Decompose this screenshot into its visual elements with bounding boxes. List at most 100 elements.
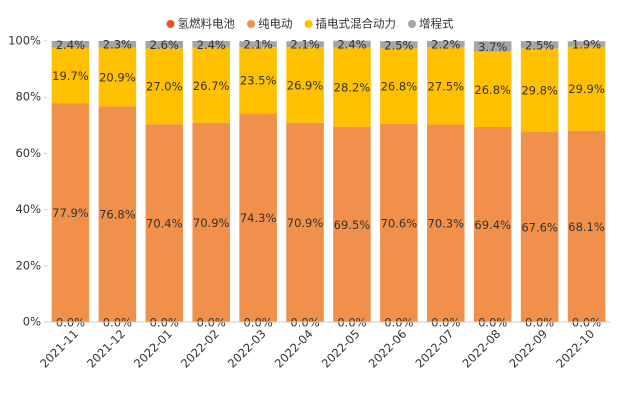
bar-segment xyxy=(98,106,137,322)
data-label: 77.9% xyxy=(52,206,89,220)
bar-segment xyxy=(380,41,418,49)
y-tick-label: 100% xyxy=(8,34,41,48)
data-label: 70.9% xyxy=(287,216,324,230)
legend: 氢燃料电池 纯电动 插电式混合动力 增程式 xyxy=(166,17,454,31)
data-label: 69.5% xyxy=(334,218,371,232)
x-tick-label: 2021-12 xyxy=(84,327,128,371)
bar-segment xyxy=(192,122,230,322)
bar-segment xyxy=(427,41,465,48)
data-label: 23.5% xyxy=(240,74,277,88)
legend-label: 纯电动 xyxy=(258,17,293,31)
bar-segment xyxy=(286,47,324,123)
bar-segment xyxy=(286,41,324,48)
x-tick-label: 2022-03 xyxy=(225,327,269,371)
x-tick-label: 2021-11 xyxy=(37,327,81,371)
data-label: 67.6% xyxy=(521,221,558,235)
data-label: 70.6% xyxy=(381,216,418,230)
data-label: 26.8% xyxy=(474,83,511,97)
data-label: 70.4% xyxy=(146,217,183,231)
data-label: 2.4% xyxy=(337,38,366,52)
x-tick-label: 2022-04 xyxy=(272,327,316,371)
data-label: 70.3% xyxy=(428,217,465,231)
data-label: 26.9% xyxy=(287,78,324,92)
data-label: 2.2% xyxy=(431,38,460,52)
bar-segment xyxy=(98,47,137,107)
y-tick-label: 60% xyxy=(15,146,41,160)
bar-segment xyxy=(473,126,512,323)
data-label: 69.4% xyxy=(474,218,511,232)
legend-marker xyxy=(408,20,416,28)
bar-segment xyxy=(567,46,606,131)
legend-marker xyxy=(247,20,255,28)
bar-segment xyxy=(520,48,559,133)
data-label: 27.5% xyxy=(428,79,465,93)
y-tick-label: 40% xyxy=(15,202,41,216)
data-label: 2.5% xyxy=(384,38,413,52)
legend-marker xyxy=(166,20,175,28)
legend-label: 氢燃料电池 xyxy=(178,17,236,31)
data-label: 2.4% xyxy=(56,38,85,52)
bar-segment xyxy=(192,47,230,123)
data-label: 20.9% xyxy=(99,70,136,84)
data-label: 29.8% xyxy=(521,84,558,98)
bar-segment xyxy=(473,51,512,127)
bars xyxy=(51,40,606,323)
bar-segment xyxy=(427,47,465,125)
bar-segment xyxy=(333,126,371,322)
bar-segment xyxy=(520,132,559,322)
x-tick-label: 2022-01 xyxy=(131,327,175,371)
data-label: 19.7% xyxy=(52,69,89,83)
bar-segment xyxy=(380,48,418,124)
bar-segment xyxy=(520,41,559,49)
bar-segment xyxy=(145,124,184,323)
data-label: 2.4% xyxy=(197,38,226,52)
x-tick-label: 2022-09 xyxy=(506,327,550,371)
bar-segment xyxy=(239,113,277,322)
legend-label: 插电式混合动力 xyxy=(316,17,397,31)
x-tick-label: 2022-06 xyxy=(366,327,410,371)
data-label: 27.0% xyxy=(146,80,183,94)
data-label: 2.6% xyxy=(150,38,179,52)
bar-segment xyxy=(51,41,90,48)
bar-segment xyxy=(567,41,606,47)
data-label: 28.2% xyxy=(334,81,371,95)
data-label: 2.3% xyxy=(103,38,132,52)
legend-marker xyxy=(304,20,313,28)
bar-segment xyxy=(98,41,137,48)
data-label: 2.1% xyxy=(244,38,273,52)
bar-segment xyxy=(145,41,184,49)
bar-segment xyxy=(333,47,371,127)
legend-label: 增程式 xyxy=(419,17,454,31)
data-label: 3.7% xyxy=(478,40,507,54)
x-tick-label: 2022-02 xyxy=(178,327,222,371)
data-label: 68.1% xyxy=(568,220,605,234)
labels: 0.0%77.9%19.7%2.4%0.0%76.8%20.9%2.3%0.0%… xyxy=(52,37,605,329)
data-label: 29.9% xyxy=(568,82,605,96)
bar-segment xyxy=(239,41,277,48)
bar-segment xyxy=(286,122,324,322)
data-label: 76.8% xyxy=(99,208,136,222)
bar-segment xyxy=(192,41,230,48)
bar-segment xyxy=(51,103,90,322)
data-label: 2.5% xyxy=(525,38,554,52)
data-label: 26.7% xyxy=(193,79,230,93)
data-label: 70.9% xyxy=(193,216,230,230)
x-tick-label: 2022-07 xyxy=(413,327,457,371)
bar-segment xyxy=(567,130,606,322)
y-tick-label: 80% xyxy=(15,90,41,104)
data-label: 26.8% xyxy=(381,79,418,93)
bar-segment xyxy=(51,47,90,104)
bar-segment xyxy=(473,41,512,52)
bar-segment xyxy=(427,124,465,322)
bar-segment xyxy=(145,48,184,125)
data-label: 74.3% xyxy=(240,211,277,225)
y-tick-label: 0% xyxy=(23,315,41,329)
y-tick-label: 20% xyxy=(15,258,41,272)
data-label: 2.1% xyxy=(290,38,319,52)
bar-segment xyxy=(333,40,371,48)
x-tick-label: 2022-08 xyxy=(459,327,503,371)
data-label: 1.9% xyxy=(572,37,601,51)
x-tick-label: 2022-05 xyxy=(319,327,363,371)
bar-segment xyxy=(239,47,277,114)
